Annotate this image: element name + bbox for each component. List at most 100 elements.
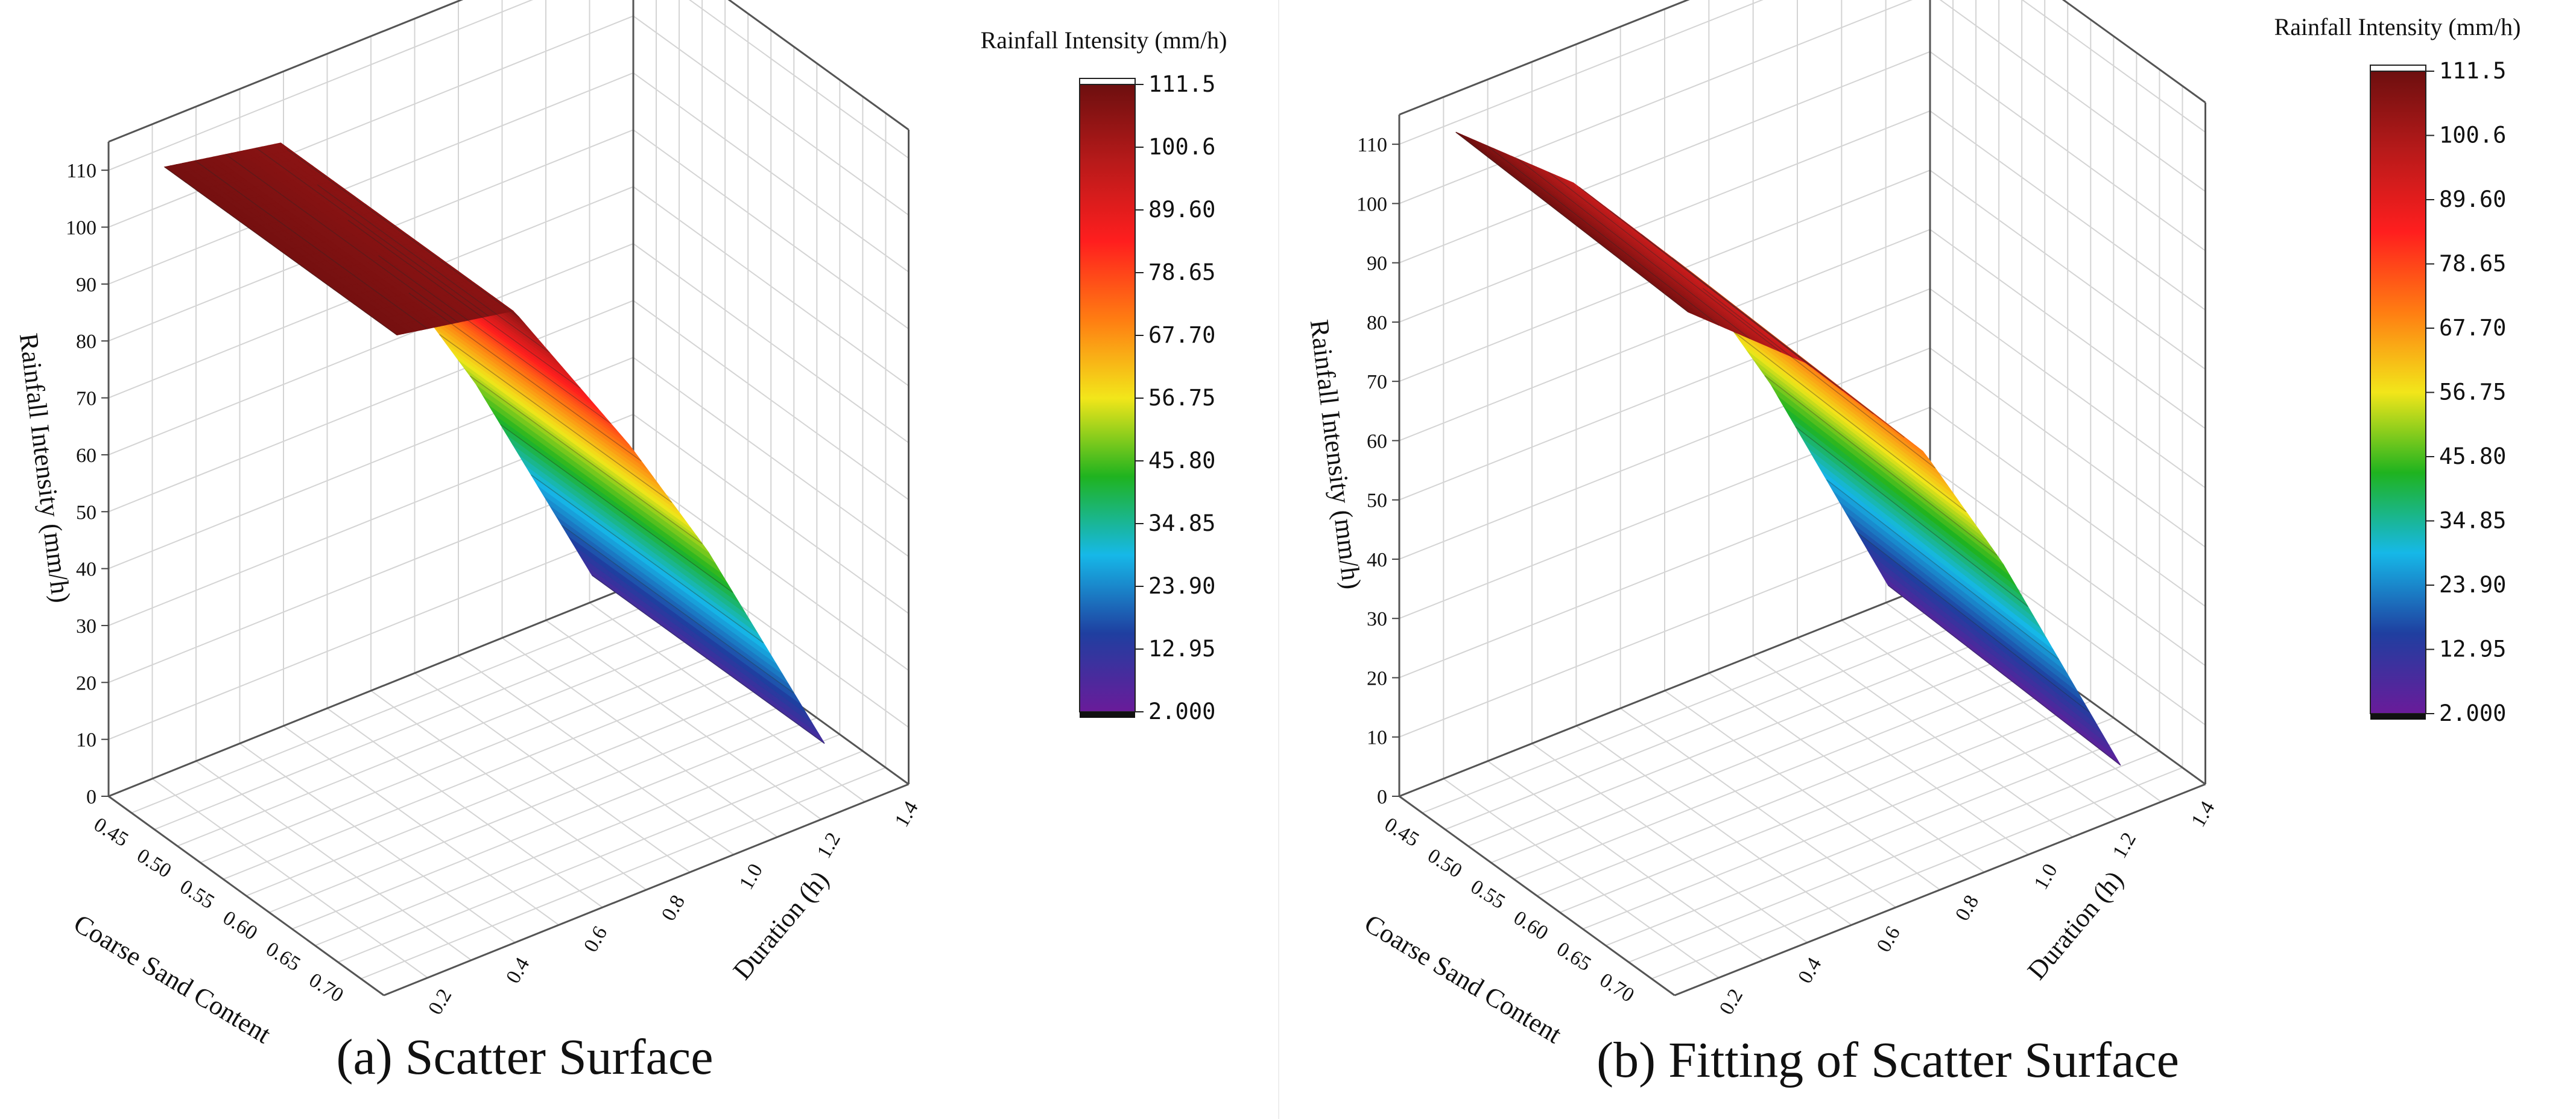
x-tick-label: 0.70 (1596, 969, 1638, 1007)
y-tick-label: 1.0 (735, 860, 767, 893)
colorbar-ramp (2370, 71, 2426, 714)
y-tick-label: 0.2 (1715, 985, 1747, 1018)
floor-gridline (223, 667, 748, 880)
y-tick-label: 0.8 (1951, 892, 1983, 925)
x-tick-label: 0.70 (305, 969, 347, 1007)
z-tick-label: 80 (1367, 312, 1387, 334)
surface-mesh-line (1455, 132, 1689, 312)
z-gridline (1399, 51, 2206, 264)
x-tick-label: 0.50 (133, 845, 175, 883)
floor-gridline (1513, 667, 2045, 880)
z-gridline (1399, 466, 2206, 679)
colorbar-max-cap (2370, 65, 2426, 72)
panel-caption: (b) Fitting of Scatter Surface (1597, 1032, 2179, 1088)
colorbar-tick-label: 67.70 (2439, 315, 2506, 341)
surface-mesh-line (225, 154, 458, 323)
floor-gridline (315, 734, 840, 946)
z-tick-label: 100 (1356, 193, 1387, 215)
axis-frame (1398, 0, 2206, 997)
floor-gridline (131, 601, 657, 814)
colorbar-ramp (1079, 84, 1136, 712)
floor-gridline (1582, 717, 2114, 930)
z-tick-label: 40 (76, 559, 97, 581)
floor-gridline (200, 651, 726, 863)
colorbar-tick-label: 78.65 (2439, 251, 2506, 277)
y-tick-labels: 0.2 0.4 0.6 0.8 1.0 1.2 1.4 (1715, 797, 2220, 1018)
z-tick-label: 50 (76, 501, 97, 524)
colorbar-tick-label: 89.60 (1148, 197, 1215, 223)
floor-gridline (1536, 684, 2068, 896)
z-tick-labels: 0 10 20 30 40 50 60 70 80 90 100 110 (66, 160, 109, 808)
colorbar-tick-label: 45.80 (1148, 448, 1215, 474)
floor-gridline (338, 750, 863, 963)
y-tick-label: 0.4 (502, 954, 534, 987)
y-tick-label: 1.4 (2187, 797, 2219, 831)
y-tick-labels: 0.2 0.4 0.6 0.8 1.0 1.2 1.4 (424, 797, 923, 1018)
z-tick-label: 10 (1367, 727, 1387, 749)
colorbar-tick-label: 56.75 (1148, 385, 1215, 411)
colorbar-min-cap (1080, 712, 1135, 718)
colorbar-tick-label: 23.90 (1148, 573, 1215, 599)
z-tick-label: 20 (1367, 667, 1387, 689)
z-tick-label: 90 (1367, 253, 1387, 275)
x-tick-label: 0.65 (262, 938, 304, 976)
panel-fitting-surface: 01020304050607080901001100.450.500.550.6… (1305, 0, 2521, 1088)
z-tick-label: 80 (76, 331, 97, 353)
x-tick-label: 0.60 (219, 907, 261, 945)
x-tick-label: 0.65 (1552, 938, 1595, 976)
colorbar-tick-label: 111.5 (1148, 71, 1215, 97)
surface-mesh-line (1486, 145, 1720, 326)
z-tick-label: 70 (1367, 371, 1387, 393)
surface-mesh-line (1517, 158, 1750, 339)
axis-edge (108, 0, 464, 143)
z-tick-label: 40 (1367, 549, 1387, 571)
axis-edge (383, 783, 910, 997)
y-tick-label: 1.2 (813, 829, 845, 862)
z-tick-label: 90 (76, 274, 97, 296)
colorbar-min-cap (2370, 714, 2426, 720)
floor-gridline (1559, 700, 2091, 913)
colorbar: Rainfall Intensity (mm/h) 111.5 100.6 89.60… (2274, 13, 2521, 726)
floor-gridline (1606, 734, 2137, 946)
y-tick-label: 0.4 (1794, 954, 1826, 987)
z-tick-label: 60 (76, 445, 97, 467)
floor-gridline (291, 717, 817, 930)
rainfall-surface (163, 142, 825, 744)
colorbar-tick-label: 67.70 (1148, 322, 1215, 348)
z-tick-label: 60 (1367, 430, 1387, 452)
x-tick-label: 0.45 (1381, 813, 1423, 851)
surface-patch (807, 725, 825, 744)
floor-gridline (1445, 618, 1976, 830)
floor-gridline (245, 684, 771, 896)
colorbar-tick-label: 2.000 (1148, 699, 1215, 724)
z-gridline (1399, 407, 2206, 620)
colorbar-tick-label: 12.95 (1148, 636, 1215, 662)
axis-edge (727, 0, 910, 131)
z-gridline (1399, 170, 2206, 382)
y-tick-label: 1.0 (2030, 860, 2062, 893)
x-tick-label: 0.60 (1510, 907, 1552, 945)
colorbar: Rainfall Intensity (mm/h) 111.5 100.6 89.60… (981, 27, 1227, 724)
y-tick-label: 0.2 (424, 985, 456, 1018)
colorbar-title: Rainfall Intensity (mm/h) (2274, 13, 2521, 40)
z-axis-label: Rainfall Intensity (mm/h) (14, 332, 76, 604)
grid-lines (108, 0, 910, 996)
colorbar-tick-label: 2.000 (2439, 700, 2506, 726)
colorbar-tick-label: 100.6 (2439, 122, 2506, 148)
z-tick-label: 30 (1367, 608, 1387, 630)
floor-gridline (268, 700, 794, 913)
x-tick-label: 0.55 (176, 875, 218, 913)
z-tick-label: 30 (76, 615, 97, 638)
y-tick-label: 1.4 (891, 797, 923, 831)
floor-gridline (154, 618, 680, 830)
axis-edge (1674, 783, 2206, 997)
x-tick-label: 0.45 (90, 813, 132, 851)
colorbar-tick-label: 45.80 (2439, 443, 2506, 469)
z-tick-label: 50 (1367, 490, 1387, 512)
axis-edge (108, 584, 634, 797)
colorbar-tick-label: 100.6 (1148, 134, 1215, 160)
y-tick-label: 0.8 (657, 892, 689, 925)
z-tick-label: 10 (76, 729, 97, 752)
z-tick-label: 70 (76, 388, 97, 410)
